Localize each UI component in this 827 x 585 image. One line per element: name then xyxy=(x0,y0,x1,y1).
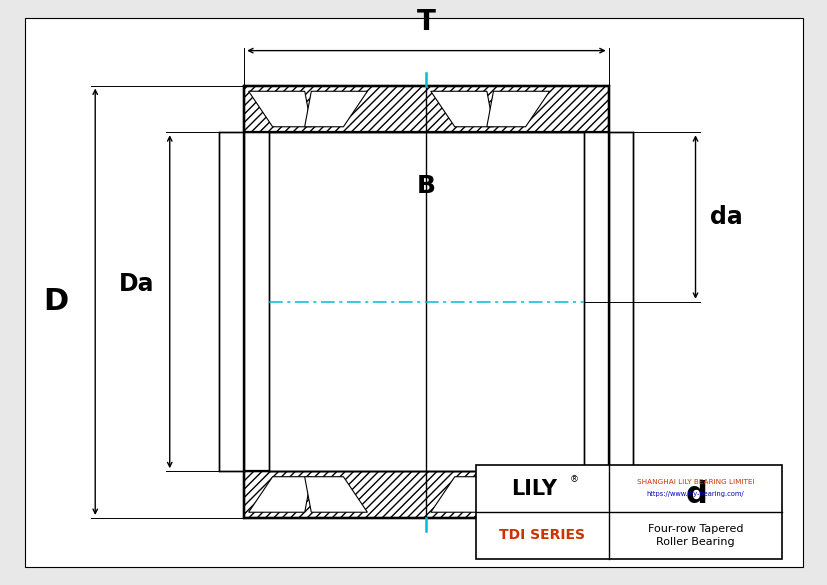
Text: SHANGHAI LILY BEARING LIMITEI: SHANGHAI LILY BEARING LIMITEI xyxy=(636,479,753,485)
Text: B: B xyxy=(417,174,435,198)
Polygon shape xyxy=(248,477,311,512)
Text: LILY: LILY xyxy=(510,479,557,498)
Bar xyxy=(219,132,244,471)
Polygon shape xyxy=(248,91,311,127)
Bar xyxy=(476,465,782,559)
Polygon shape xyxy=(430,477,493,512)
Polygon shape xyxy=(486,477,549,512)
Text: TDI SERIES: TDI SERIES xyxy=(499,528,585,542)
Bar xyxy=(244,85,608,518)
Bar xyxy=(244,85,608,132)
Bar xyxy=(269,132,583,471)
Text: da: da xyxy=(710,205,743,229)
Text: d: d xyxy=(685,480,706,509)
Polygon shape xyxy=(304,477,367,512)
Text: Da: Da xyxy=(119,272,155,296)
Polygon shape xyxy=(486,91,549,127)
Bar xyxy=(244,471,608,518)
Text: T: T xyxy=(417,8,435,36)
Polygon shape xyxy=(430,91,493,127)
Polygon shape xyxy=(304,91,367,127)
Bar xyxy=(608,132,633,471)
Text: ®: ® xyxy=(569,475,577,484)
Text: Four-row Tapered
Roller Bearing: Four-row Tapered Roller Bearing xyxy=(647,524,743,547)
Text: https://www.lily-bearing.com/: https://www.lily-bearing.com/ xyxy=(646,491,743,497)
Text: D: D xyxy=(44,287,69,316)
